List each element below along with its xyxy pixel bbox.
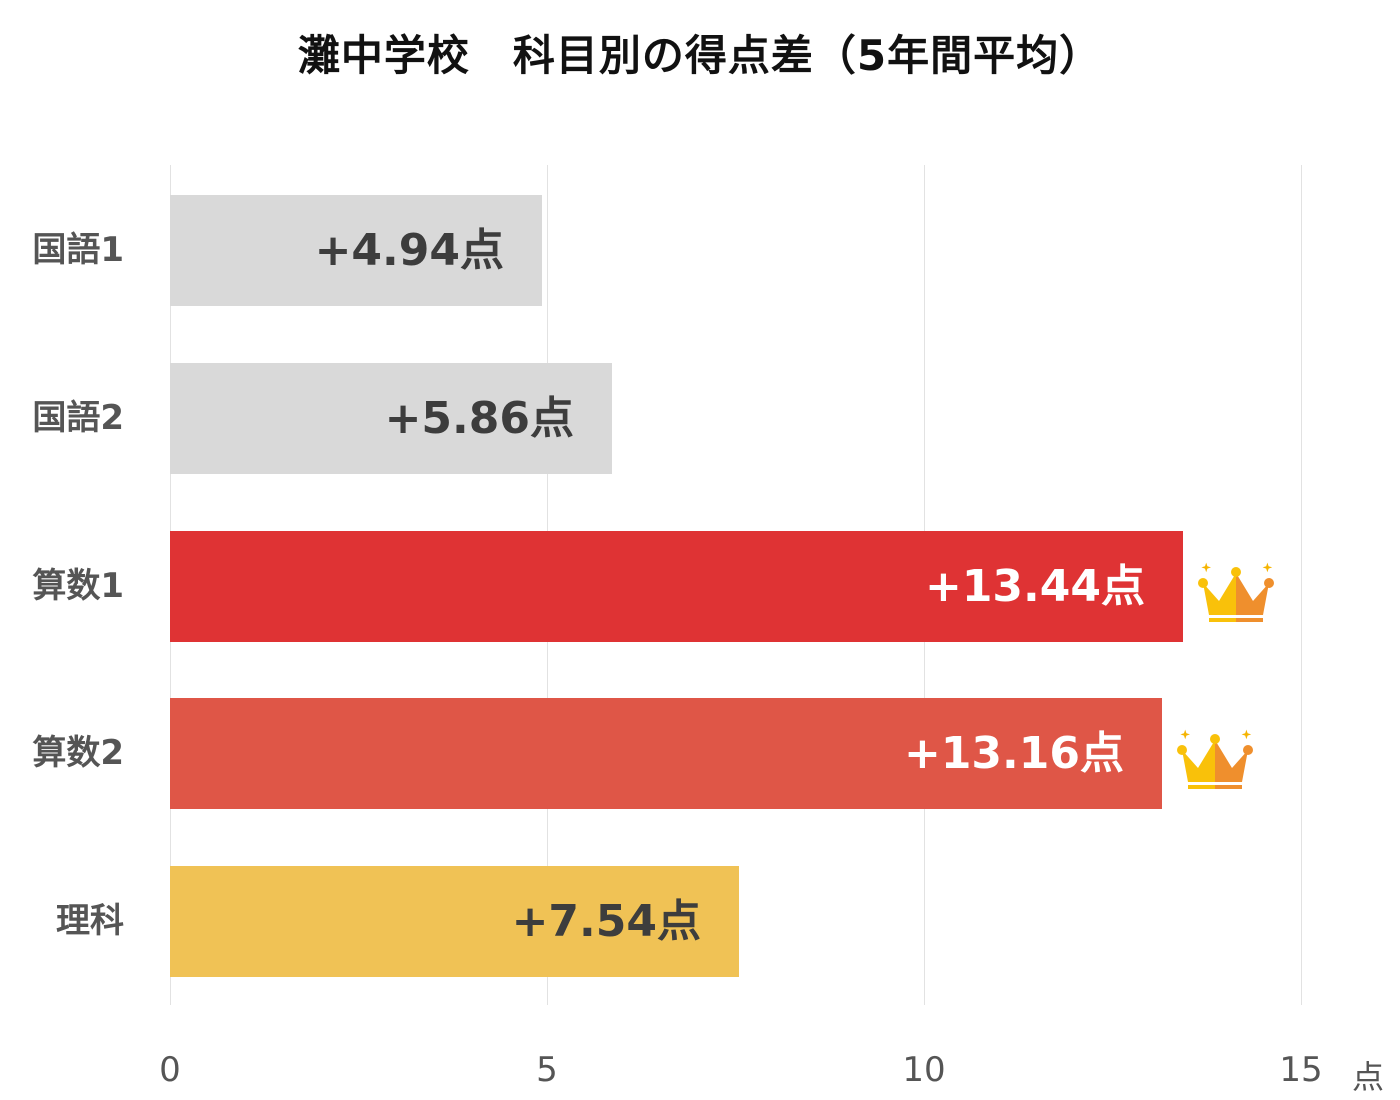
bar-value-label: +13.44点	[924, 561, 1145, 612]
chart-title: 灘中学校 科目別の得点差（5年間平均）	[297, 31, 1103, 80]
crown-icon	[1172, 726, 1258, 792]
x-tick: 15	[1279, 1050, 1323, 1090]
category-label: 国語2	[32, 398, 124, 438]
bar-value-label: +13.16点	[903, 728, 1124, 779]
bar-value-label: +4.94点	[314, 225, 504, 276]
category-label: 算数2	[32, 733, 124, 773]
category-label: 国語1	[32, 230, 124, 270]
bar-0: +4.94点	[170, 195, 542, 306]
x-tick: 5	[536, 1050, 558, 1090]
gridline-15	[1301, 165, 1302, 1005]
category-label: 算数1	[32, 566, 124, 606]
crown-icon	[1193, 559, 1279, 625]
x-tick: 10	[902, 1050, 946, 1090]
x-tick: 0	[159, 1050, 181, 1090]
bar-1: +5.86点	[170, 363, 612, 474]
bar-2: +13.44点	[170, 531, 1183, 642]
x-axis-unit: 点	[1352, 1058, 1385, 1096]
category-label: 理科	[56, 901, 124, 941]
plot-area: +4.94点 +5.86点 +13.44点 +13.16点 +7.54点	[170, 165, 1302, 1005]
bar-value-label: +7.54点	[511, 896, 701, 947]
bar-4: +7.54点	[170, 866, 739, 977]
bar-value-label: +5.86点	[384, 393, 574, 444]
bar-3: +13.16点	[170, 698, 1162, 809]
